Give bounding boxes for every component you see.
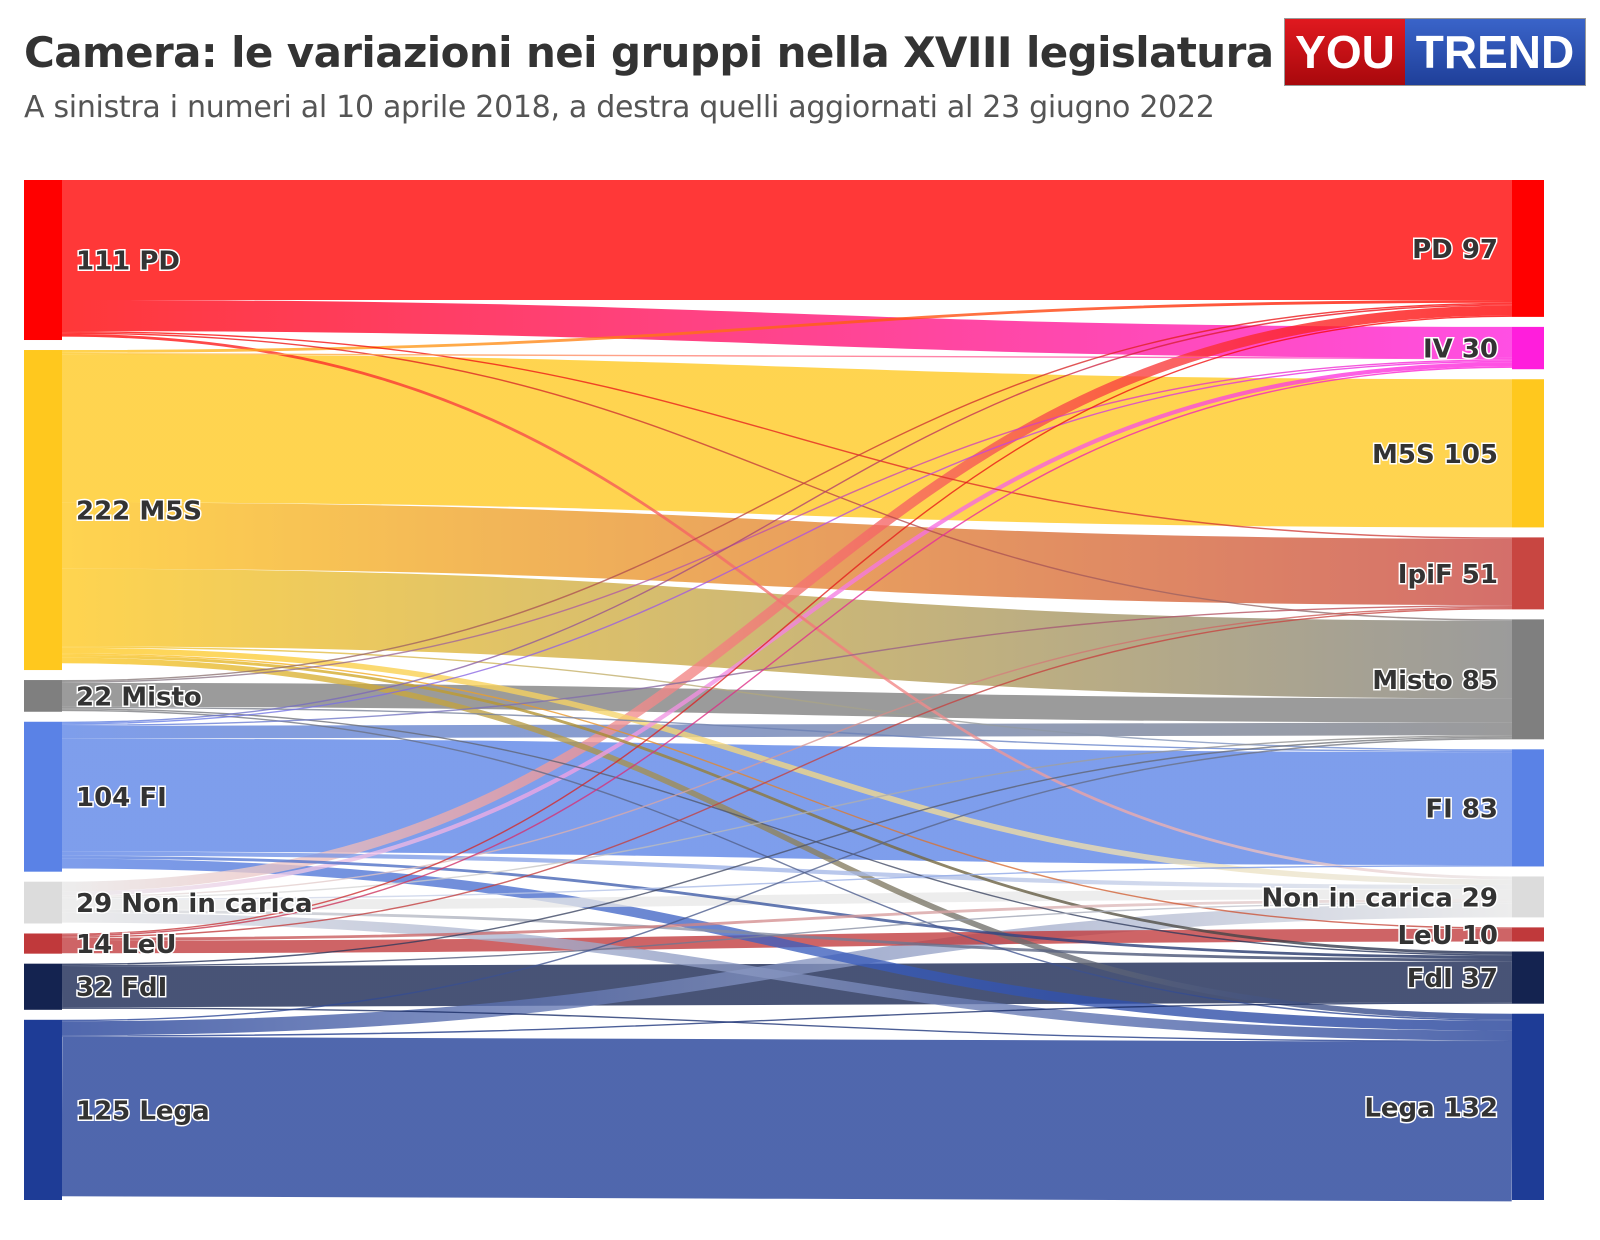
flow-link-leu-to-nic [61,899,1513,941]
right-node-lega [1512,1013,1544,1200]
flow-link-m5s-to-misto [61,568,1513,699]
left-node-fi [24,721,62,872]
flow-link-nic-to-misto [61,735,1513,899]
flow-link-m5s-to-fi [61,646,1513,751]
sankey-chart: 111 PD 222 M5S 22 Misto 104 FI 29 Non in car… [24,180,1544,1202]
left-node-lega [24,1019,62,1200]
flow-link-nic-to-nic [61,889,1513,910]
left-node-nic [24,881,62,924]
left-node-leu [24,933,62,954]
youtrend-logo: YOU TREND [1284,18,1586,86]
right-node-ipif [1512,537,1544,610]
right-node-label-fdi: FdI 37 [1407,964,1498,994]
logo-part-trend: TREND [1405,19,1585,85]
flow-link-fi-to-nic [61,851,1513,890]
flow-link-fdi-to-fdi [61,961,1513,1008]
left-node-m5s [24,350,62,671]
right-node-label-m5s: M5S 105 [1372,440,1498,470]
flow-link-nic-to-fdi [61,909,1513,962]
flow-link-fdi-to-lega [61,1007,1513,1042]
left-node-label-leu: 14 LeU [76,930,177,960]
right-node-label-nic: Non in carica 29 [1261,883,1498,913]
flow-link-nic-to-lega [61,912,1513,1041]
flow-link-m5s-to-m5s [61,354,1513,528]
flow-link-misto-to-iv [61,359,1513,683]
flow-link-lega-to-misto [61,737,1513,1022]
flow-link-pd-to-ipif [61,331,1513,539]
right-node-label-fi: FI 83 [1425,794,1498,824]
flow-link-fi-to-lega [61,858,1513,1031]
flow-link-nic-to-ipif [61,606,1513,898]
right-node-nic [1512,876,1544,918]
right-node-label-pd: PD 97 [1412,235,1498,265]
flow-link-m5s-to-leu [61,653,1513,929]
right-node-leu [1512,927,1544,942]
right-node-m5s [1512,379,1544,528]
flow-link-lega-to-fdi [61,1002,1513,1037]
flow-link-fi-to-fdi [61,855,1513,959]
left-node-label-fdi: 32 FdI [76,973,167,1003]
flow-link-leu-to-ipif [61,607,1513,938]
flow-link-nic-to-pd [61,305,1513,892]
right-node-label-leu: LeU 10 [1397,921,1498,951]
right-node-label-lega: Lega 132 [1364,1093,1498,1123]
flow-link-lega-to-lega [61,1036,1513,1202]
left-node-label-misto: 22 Misto [76,682,202,712]
flow-link-misto-to-fi [61,706,1513,753]
flow-link-fi-to-fi [61,738,1513,866]
right-node-label-ipif: IpiF 51 [1398,560,1498,590]
sankey-nodes [24,180,1544,1200]
flow-link-m5s-to-fdi [61,654,1513,955]
chart-title: Camera: le variazioni nei gruppi nella X… [24,28,1274,77]
flow-link-lega-to-nic [61,903,1513,1036]
right-node-label-misto: Misto 85 [1372,666,1498,696]
flow-link-m5s-to-lega [61,657,1513,1020]
flow-link-pd-to-nic [61,333,1513,880]
chart-subtitle: A sinistra i numeri al 10 aprile 2018, a… [24,90,1215,125]
flow-link-misto-to-misto [61,682,1513,723]
right-node-label-iv: IV 30 [1423,335,1498,365]
flow-link-leu-to-pd [61,315,1513,935]
flow-link-fdi-to-misto [61,736,1513,966]
flow-link-m5s-to-iv [61,352,1513,360]
left-node-label-nic: 29 Non in carica [76,889,313,919]
left-node-label-m5s: 222 M5S [76,497,202,527]
flow-link-misto-to-pd [61,302,1513,682]
flow-link-misto-to-lega [61,709,1513,1021]
right-node-pd [1512,180,1544,317]
left-node-label-pd: 111 PD [76,247,180,277]
flow-link-m5s-to-ipif [61,502,1513,606]
flow-link-leu-to-iv [61,366,1513,937]
left-node-label-fi: 104 FI [76,783,167,813]
right-node-misto [1512,619,1544,740]
left-node-pd [24,180,62,341]
flow-link-fi-to-pd [61,304,1513,724]
left-node-misto [24,680,62,712]
flow-link-misto-to-fdi [61,708,1513,956]
sankey-labels: 111 PD 222 M5S 22 Misto 104 FI 29 Non in car… [75,233,1500,1127]
flow-link-nic-to-iv [61,362,1513,896]
flow-link-fi-to-misto [61,722,1513,739]
right-node-iv [1512,326,1544,370]
flow-link-fdi-to-nic [61,901,1513,967]
right-node-fi [1512,749,1544,867]
right-node-fdi [1512,951,1544,1004]
sankey-links [61,180,1513,1202]
flow-link-fi-to-iv [61,360,1513,725]
left-node-fdi [24,963,62,1010]
flow-link-pd-to-misto [61,332,1513,621]
flow-link-m5s-to-pd [61,299,1513,353]
flow-link-fi-to-ipif [61,605,1513,726]
left-node-label-lega: 125 Lega [76,1096,210,1126]
logo-part-you: YOU [1285,19,1405,85]
